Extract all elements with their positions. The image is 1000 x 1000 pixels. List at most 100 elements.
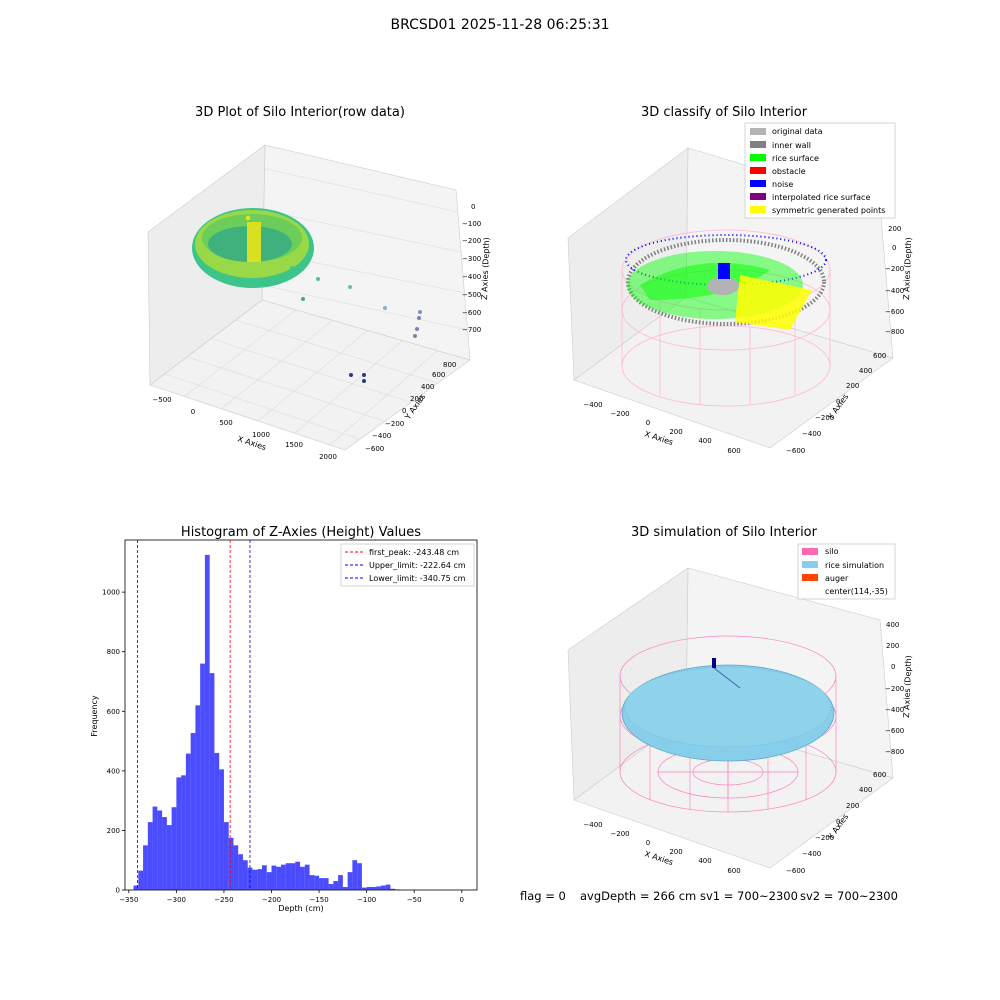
histogram-bar (152, 806, 158, 890)
histogram-bar (171, 807, 177, 890)
raw-plot-title: 3D Plot of Silo Interior(row data) (195, 105, 405, 120)
histogram-bar (176, 777, 182, 890)
histogram-bar (257, 869, 262, 890)
histogram-bar (242, 860, 248, 890)
sv1-readout: sv1 = 700~2300 (700, 889, 798, 903)
raw-z-label: Z Axies (Depth) (480, 237, 491, 300)
legend-swatch-symmetric-generated-points (750, 206, 766, 213)
histogram-legend-box (340, 543, 475, 587)
histogram-y-tick-label: 200 (107, 827, 120, 835)
raw-y-tick-5: 400 (421, 383, 434, 391)
simulation-y-tick-1: −400 (802, 850, 821, 858)
histogram-bar (133, 885, 139, 890)
raw-x-tick-2: 500 (219, 419, 232, 427)
classify-z-label: Z Axies (Depth) (902, 237, 913, 300)
histogram-y-tick-label: 0 (116, 887, 120, 895)
simulation-x-tick-3: 200 (669, 848, 682, 856)
histogram-x-tick-label: −350 (119, 896, 138, 904)
histogram-chart: Histogram of Z-Axies (Height) Values −35… (90, 525, 478, 913)
classify-side-pane (567, 147, 689, 381)
legend-label-inner-wall: inner wall (772, 141, 811, 150)
classify-z-tick-5: −800 (885, 328, 904, 336)
histogram-bar (181, 775, 186, 890)
classify-z-tick-2: −200 (885, 265, 904, 273)
histogram-x-tick-label: −50 (407, 896, 422, 904)
histogram-bar (352, 860, 358, 890)
histogram-y-label: Frequency (90, 695, 99, 737)
histogram-bar (214, 752, 220, 890)
simulation-x-tick-2: 0 (646, 839, 650, 847)
histogram-bar (261, 865, 267, 890)
simulation-x-tick-4: 400 (698, 857, 711, 865)
simulation-z-tick-0: 400 (886, 621, 899, 629)
raw-y-tick-4: 200 (410, 395, 423, 403)
histogram-x-ticks: −350 −300 −250 −200 −150 −100 −50 0 (119, 890, 464, 904)
legend-label-interpolated-rice-surface: interpolated rice surface (772, 193, 870, 202)
simulation-z-tick-1: 200 (886, 642, 899, 650)
classify-x-tick-3: 200 (669, 428, 682, 436)
raw-z-tick-2: −200 (462, 237, 481, 245)
legend-label-center: center(114,-35) (825, 587, 888, 596)
classify-legend: original data inner wall rice surface ob… (744, 122, 896, 219)
histogram-bar (361, 887, 367, 890)
simulation-y-tick-3: 0 (836, 818, 840, 826)
simulation-x-tick-1: −200 (610, 830, 629, 838)
histogram-bar (166, 825, 172, 890)
flag-readout: flag = 0 (520, 889, 566, 903)
histogram-bar (209, 673, 215, 890)
classify-legend-box (744, 122, 896, 219)
histogram-bar (380, 885, 386, 890)
legend-label-noise: noise (772, 180, 793, 189)
histogram-x-tick-label: −150 (309, 896, 328, 904)
classify-x-tick-4: 400 (698, 437, 711, 445)
classify-y-tick-0: −600 (786, 447, 805, 455)
raw-y-tick-0: −600 (365, 445, 384, 453)
legend-label-lower-limit: Lower_limit: -340.75 cm (369, 574, 466, 583)
histogram-bar (385, 884, 391, 890)
histogram-x-tick-label: 0 (460, 896, 464, 904)
raw-y-tick-7: 800 (443, 361, 456, 369)
simulation-y-tick-6: 600 (873, 771, 886, 779)
histogram-bar (190, 733, 196, 890)
classify-y-tick-6: 600 (873, 352, 886, 360)
classify-y-tick-1: −400 (802, 430, 821, 438)
histogram-x-tick-label: −100 (357, 896, 376, 904)
raw-y-tick-6: 600 (432, 371, 445, 379)
histogram-y-tick-label: 600 (107, 708, 120, 716)
histogram-bar (319, 878, 324, 890)
histogram-bar (338, 875, 343, 890)
simulation-y-tick-2: −200 (815, 834, 834, 842)
histogram-x-label: Depth (cm) (278, 904, 323, 913)
avg-depth-readout: avgDepth = 266 cm (580, 889, 697, 903)
legend-label-symmetric-generated-points: symmetric generated points (772, 206, 885, 215)
classify-z-tick-1: 0 (892, 244, 896, 252)
raw-z-tick-7: −700 (462, 326, 481, 334)
histogram-y-tick-label: 1000 (102, 589, 120, 597)
histogram-y-tick-label: 800 (107, 648, 120, 656)
histogram-bar (157, 810, 163, 890)
histogram-x-tick-label: −300 (167, 896, 186, 904)
raw-x-tick-1: 0 (191, 408, 195, 416)
raw-z-tick-3: −300 (462, 255, 481, 263)
histogram-bar (138, 870, 144, 890)
sv2-readout: sv2 = 700~2300 (800, 889, 898, 903)
raw-3d-plot: 3D Plot of Silo Interior(row data) −500 … (147, 105, 491, 461)
histogram-legend: first_peak: -243.48 cm Upper_limit: -222… (340, 543, 475, 587)
raw-point-cloud (192, 208, 422, 383)
histogram-bar (223, 822, 229, 890)
raw-z-tick-6: −600 (462, 309, 481, 317)
legend-label-silo: silo (825, 547, 839, 556)
raw-y-tick-1: −400 (372, 432, 391, 440)
simulation-x-tick-0: −400 (583, 821, 602, 829)
histogram-bar (290, 863, 296, 890)
raw-x-tick-4: 1500 (285, 441, 303, 449)
classify-y-tick-4: 200 (846, 382, 859, 390)
simulation-z-tick-6: −800 (885, 748, 904, 756)
classify-plot-title: 3D classify of Silo Interior (641, 105, 808, 120)
histogram-bar (185, 753, 191, 890)
histogram-bar (281, 864, 286, 890)
histogram-bar (195, 705, 201, 890)
histogram-x-tick-label: −250 (214, 896, 233, 904)
histogram-bar (247, 867, 253, 890)
